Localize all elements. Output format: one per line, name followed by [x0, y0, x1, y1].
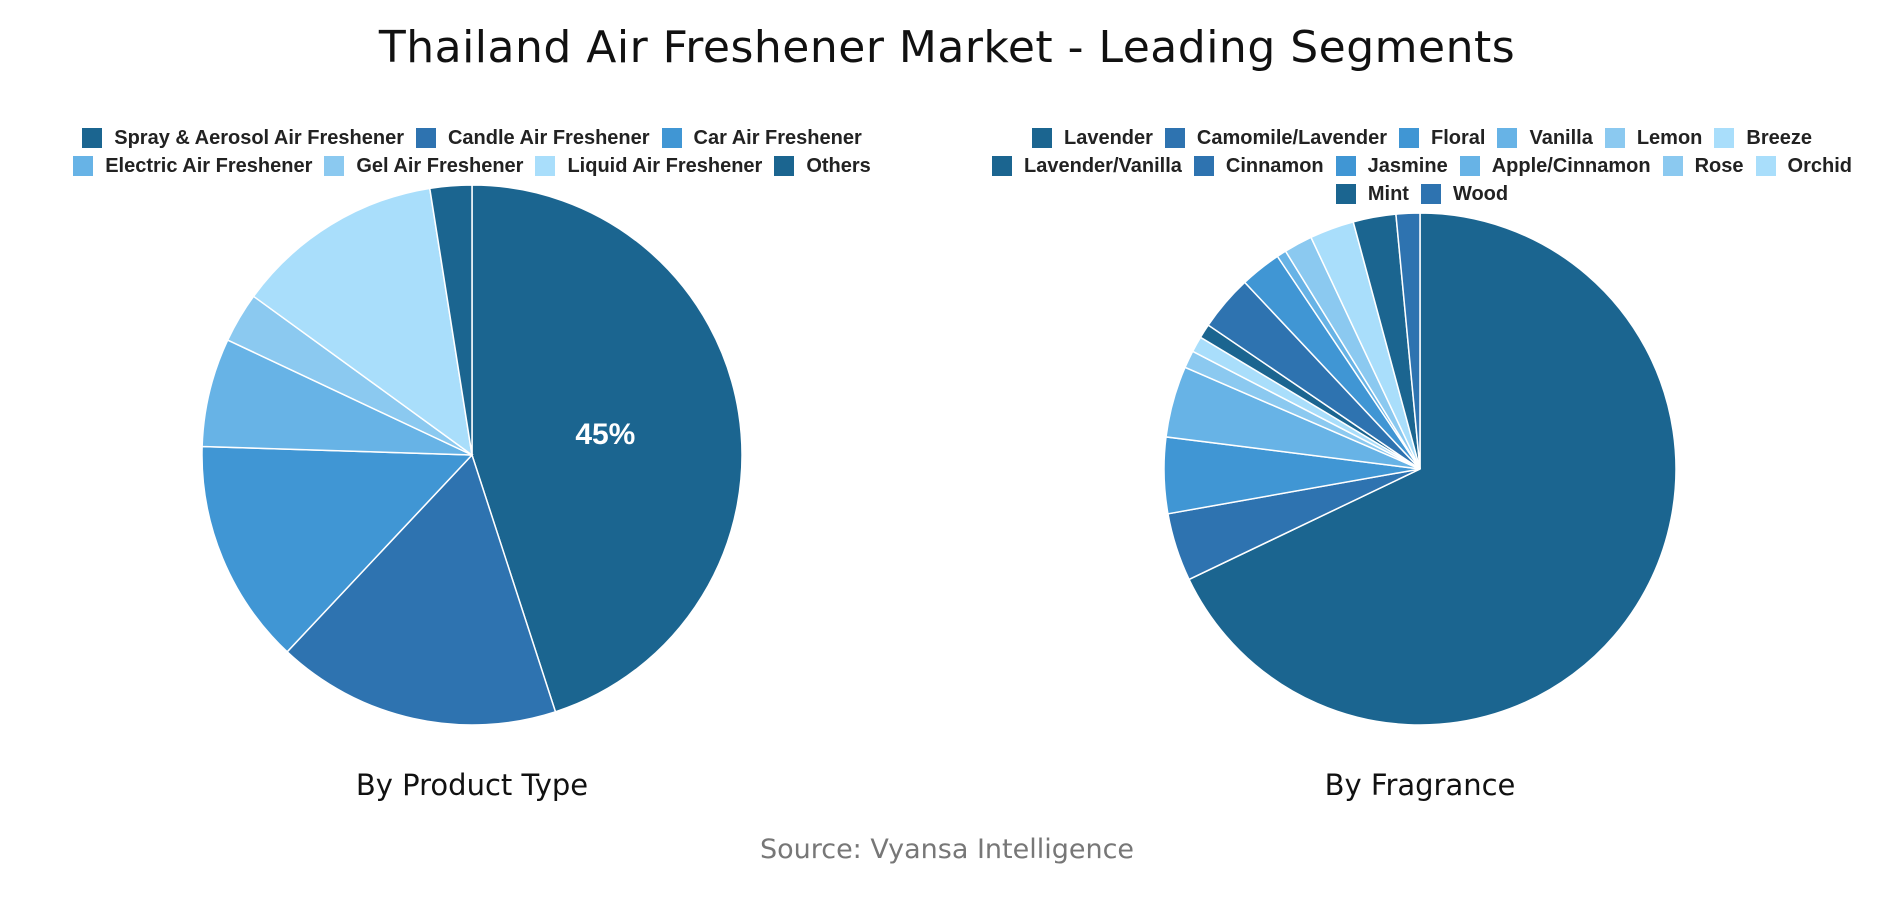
- legend-item[interactable]: Others: [774, 154, 871, 178]
- legend-swatch: [992, 156, 1013, 176]
- legend-label: Camomile/Lavender: [1196, 126, 1387, 149]
- legend-row: Lavender/Vanilla Cinnamon Jasmine Apple/Cin…: [986, 152, 1858, 180]
- legend-swatch: [82, 128, 103, 148]
- legend-swatch: [1031, 128, 1052, 148]
- legend-swatch: [1335, 184, 1356, 204]
- legend-label: Lavender: [1063, 126, 1153, 149]
- legend-item[interactable]: Wood: [1420, 182, 1509, 206]
- legend-swatch: [1335, 156, 1356, 176]
- legend-item[interactable]: Electric Air Freshener: [73, 155, 312, 178]
- pie-slice-spray-aerosol-air-freshener[interactable]: [471, 184, 743, 713]
- pie-slice-wood[interactable]: [1395, 212, 1421, 470]
- legend-label: Candle Air Freshener: [447, 126, 650, 149]
- legend-label: Wood: [1452, 182, 1509, 205]
- legend-label: Lavender/Vanilla: [1024, 154, 1182, 177]
- legend-label: Mint: [1367, 182, 1409, 205]
- fragrance-legend: Lavender Camomile/Lavender Floral Vanilla Le…: [950, 124, 1894, 208]
- legend-label: Breeze: [1746, 126, 1812, 149]
- legend-label: Orchid: [1787, 154, 1852, 177]
- legend-swatch: [1755, 156, 1776, 176]
- legend-item[interactable]: Apple/Cinnamon: [1459, 154, 1651, 178]
- legend-row: Mint Wood: [1330, 180, 1514, 208]
- legend-label: Floral: [1431, 126, 1486, 149]
- legend-item[interactable]: Gel Air Freshener: [324, 155, 523, 178]
- legend-label: Jasmine: [1367, 154, 1448, 177]
- legend-label: Others: [806, 154, 871, 177]
- legend-swatch: [324, 156, 345, 176]
- legend-label: Lemon: [1636, 126, 1703, 149]
- legend-label: Apple/Cinnamon: [1491, 154, 1651, 177]
- pie-slice-others[interactable]: [428, 184, 473, 456]
- pie-slice-car-air-freshener[interactable]: [201, 445, 474, 653]
- legend-swatch: [1714, 128, 1735, 148]
- legend-swatch: [1662, 156, 1683, 176]
- legend-label: Gel Air Freshener: [356, 154, 524, 177]
- legend-item[interactable]: Candle Air Freshener: [415, 126, 650, 150]
- product-type-legend: Spray & Aerosol Air Freshener Candle Air …: [30, 124, 914, 180]
- legend-swatch: [1604, 128, 1625, 148]
- legend-item[interactable]: Jasmine: [1335, 154, 1448, 178]
- legend-label: Electric Air Freshener: [105, 154, 313, 177]
- legend-label: Spray & Aerosol Air Freshener: [114, 126, 404, 149]
- data-label: 45%: [575, 418, 635, 451]
- legend-item[interactable]: Camomile/Lavender: [1164, 126, 1387, 150]
- legend-item[interactable]: Cinnamon: [1193, 154, 1324, 178]
- legend-item[interactable]: Lemon: [1604, 126, 1703, 150]
- legend-label: Vanilla: [1529, 126, 1593, 149]
- legend-item[interactable]: Mint: [1335, 182, 1409, 206]
- pie-slice-candle-air-freshener[interactable]: [286, 453, 557, 726]
- legend-swatch: [415, 128, 436, 148]
- legend-item[interactable]: Orchid: [1755, 154, 1852, 178]
- legend-swatch: [1497, 128, 1518, 148]
- product-type-subtitle: By Product Type: [355, 768, 589, 802]
- legend-item[interactable]: Car Air Freshener: [661, 126, 862, 150]
- legend-item[interactable]: Vanilla: [1497, 126, 1593, 150]
- legend-item[interactable]: Breeze: [1714, 127, 1812, 150]
- legend-swatch: [1420, 184, 1441, 204]
- legend-swatch: [535, 156, 556, 176]
- legend-item[interactable]: Spray & Aerosol Air Freshener: [82, 127, 404, 150]
- legend-label: Liquid Air Freshener: [567, 154, 763, 177]
- pie-slice-lavender[interactable]: [1188, 212, 1677, 726]
- pie-slice-electric-air-freshener[interactable]: [201, 339, 473, 456]
- legend-swatch: [774, 156, 795, 176]
- pie-slice-liquid-air-freshener[interactable]: [252, 187, 474, 457]
- legend-item[interactable]: Lavender: [1031, 126, 1153, 150]
- legend-label: Rose: [1694, 154, 1744, 177]
- legend-swatch: [661, 128, 682, 148]
- legend-label: Car Air Freshener: [693, 126, 862, 149]
- legend-swatch: [73, 156, 94, 176]
- source-note: Source: Vyansa Intelligence: [759, 834, 1135, 865]
- legend-item[interactable]: Lavender/Vanilla: [992, 155, 1182, 178]
- legend-row: Lavender Camomile/Lavender Floral Vanilla Le…: [1026, 124, 1818, 152]
- chart-title: Thailand Air Freshener Market - Leading …: [378, 22, 1516, 73]
- legend-row: Spray & Aerosol Air Freshener Candle Air …: [76, 124, 868, 152]
- fragrance-subtitle: By Fragrance: [1324, 768, 1516, 802]
- legend-item[interactable]: Rose: [1662, 154, 1744, 178]
- legend-swatch: [1459, 156, 1480, 176]
- legend-label: Cinnamon: [1225, 154, 1324, 177]
- legend-swatch: [1164, 128, 1185, 148]
- legend-item[interactable]: Floral: [1399, 127, 1485, 150]
- legend-swatch: [1399, 128, 1419, 148]
- legend-swatch: [1193, 156, 1214, 176]
- legend-row: Electric Air Freshener Gel Air Freshener L…: [67, 152, 877, 180]
- legend-item[interactable]: Liquid Air Freshener: [535, 155, 762, 178]
